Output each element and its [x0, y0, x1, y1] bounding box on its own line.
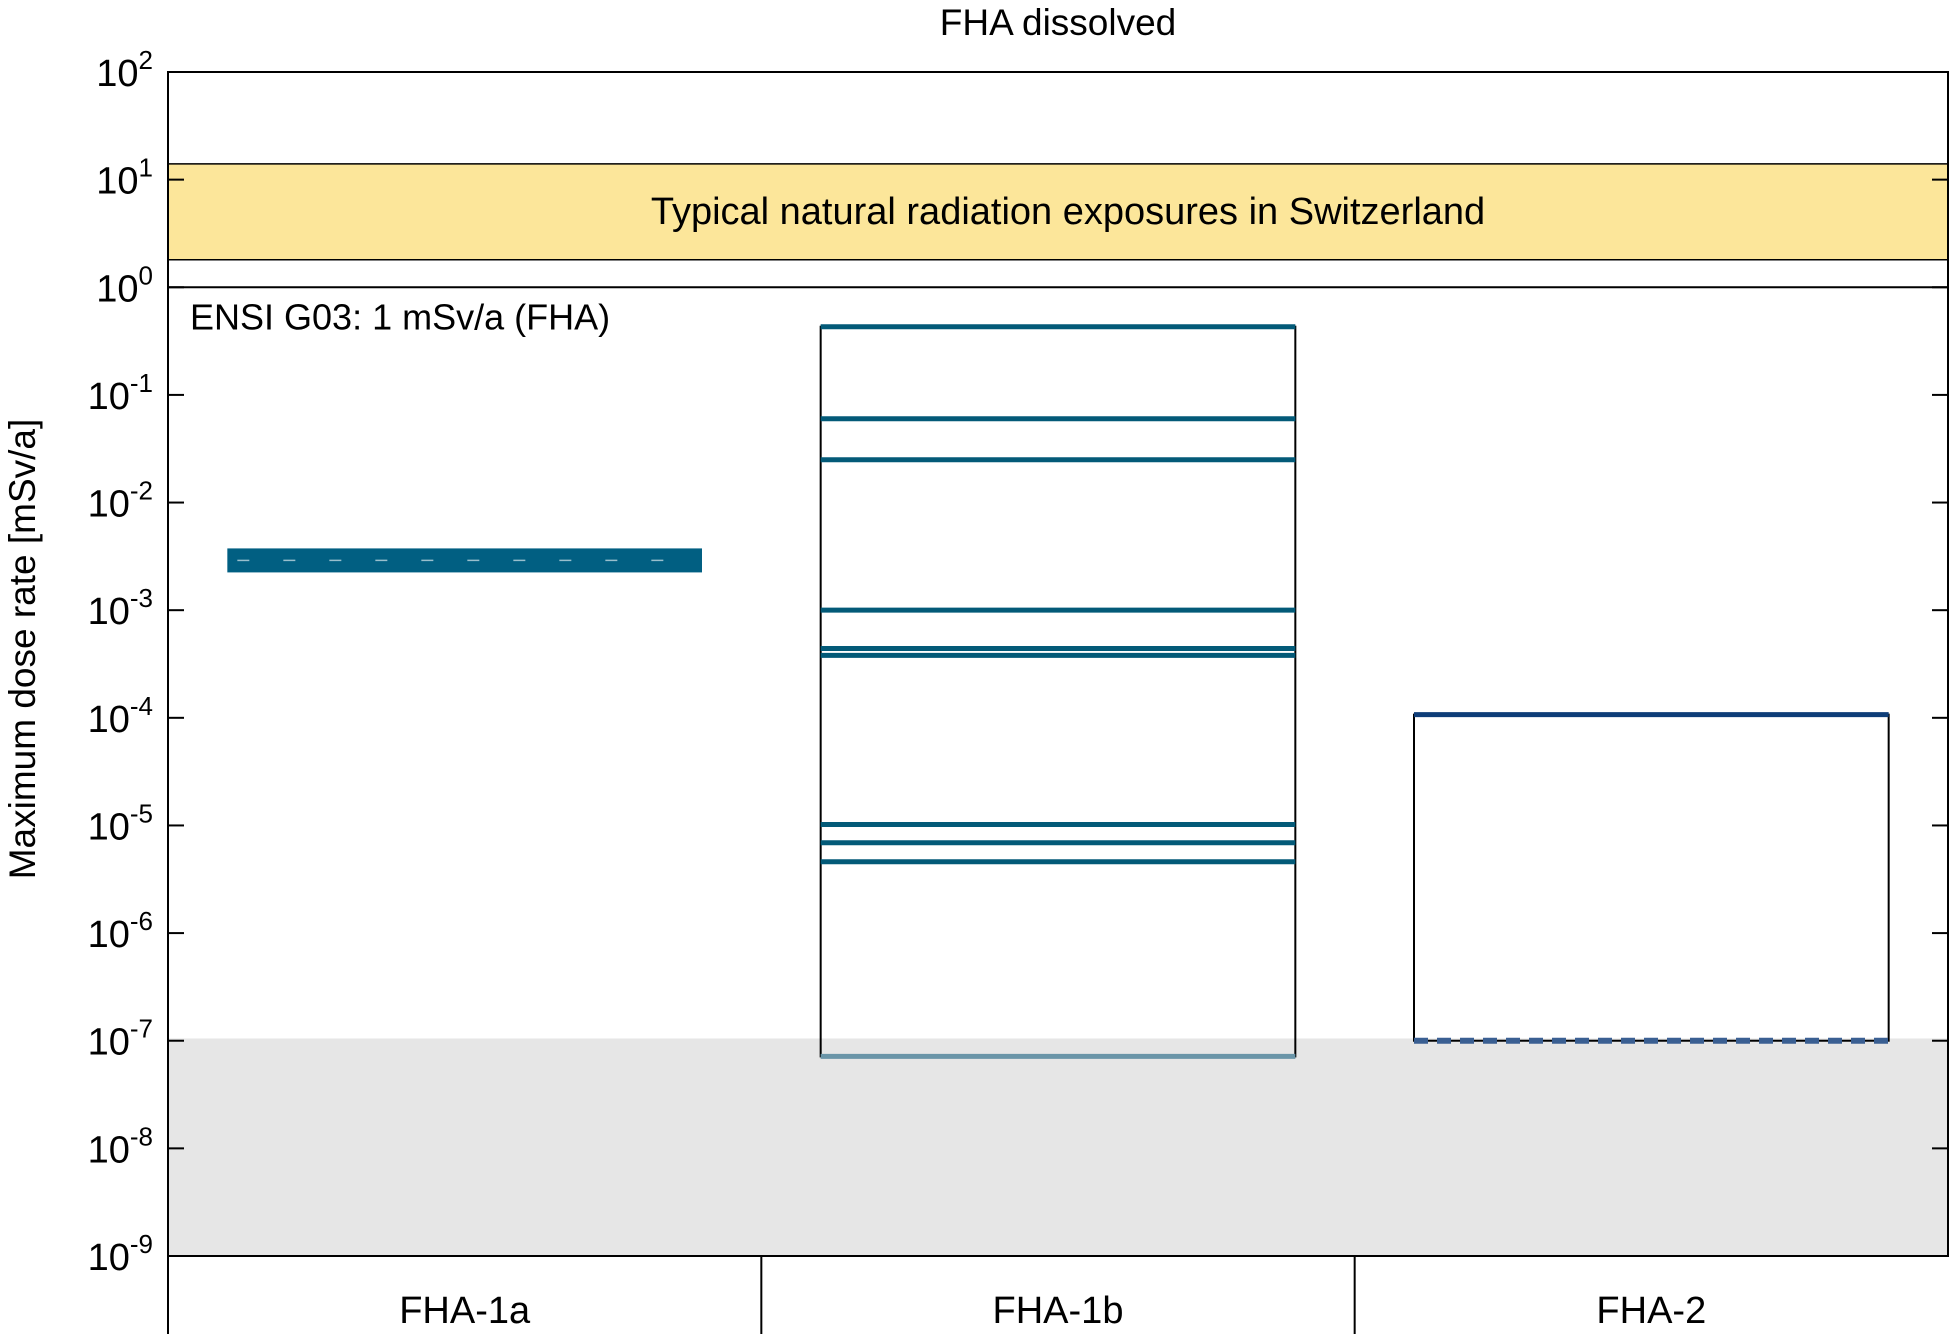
y-tick-label--5: 10-5: [88, 798, 153, 848]
range-box-FHA-1b: [819, 325, 1297, 1058]
natural-radiation-band: [168, 163, 1948, 260]
y-tick-label-0: 100: [96, 260, 153, 310]
result-line-FHA-1a-0: [227, 548, 703, 573]
limit-line-label: ENSI G03: 1 mSv/a (FHA): [190, 296, 610, 337]
y-tick-label--9: 10-9: [88, 1229, 153, 1279]
y-tick-label--6: 10-6: [88, 906, 153, 956]
y-tick-label--7: 10-7: [88, 1014, 153, 1064]
category-label-FHA-1a: FHA-1a: [399, 1290, 531, 1332]
y-tick-label-1: 101: [96, 153, 153, 203]
y-tick-label--4: 10-4: [88, 691, 153, 741]
y-tick-label-2: 102: [96, 45, 153, 95]
natural-band-label: Typical natural radiation exposures in S…: [651, 191, 1485, 233]
y-tick-label--1: 10-1: [88, 368, 153, 418]
category-label-FHA-2: FHA-2: [1596, 1290, 1706, 1332]
y-tick-label--8: 10-8: [88, 1121, 153, 1171]
y-axis-label: Maximum dose rate [mSv/a]: [2, 419, 43, 880]
category-label-FHA-1b: FHA-1b: [993, 1290, 1124, 1332]
y-tick-label--2: 10-2: [88, 476, 153, 526]
y-tick-label--3: 10-3: [88, 583, 153, 633]
grey-band: [168, 1038, 1948, 1256]
chart-title: FHA dissolved: [940, 2, 1177, 43]
range-box-FHA-2: [1413, 713, 1890, 1042]
plot-frame: [167, 71, 1949, 1257]
